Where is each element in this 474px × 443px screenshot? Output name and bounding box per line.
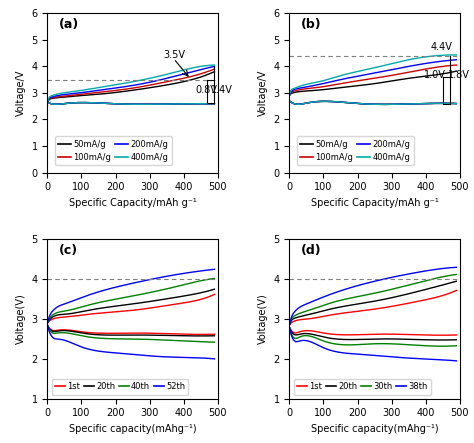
X-axis label: Specific capacity(mAhg⁻¹): Specific capacity(mAhg⁻¹) [311, 424, 438, 434]
X-axis label: Specific Capacity/mAh g⁻¹: Specific Capacity/mAh g⁻¹ [69, 198, 197, 208]
Legend: 50mA/g, 100mA/g, 200mA/g, 400mA/g: 50mA/g, 100mA/g, 200mA/g, 400mA/g [297, 136, 413, 165]
Text: 1.4V: 1.4V [211, 85, 233, 95]
Legend: 50mA/g, 100mA/g, 200mA/g, 400mA/g: 50mA/g, 100mA/g, 200mA/g, 400mA/g [55, 136, 172, 165]
Text: 1.0V: 1.0V [424, 70, 446, 80]
Text: 4.4V: 4.4V [431, 43, 453, 52]
Text: 1.8V: 1.8V [448, 70, 470, 80]
Legend: 1st, 20th, 40th, 52th: 1st, 20th, 40th, 52th [52, 379, 189, 395]
Text: 3.5V: 3.5V [163, 51, 185, 60]
X-axis label: Specific Capacity/mAh g⁻¹: Specific Capacity/mAh g⁻¹ [310, 198, 438, 208]
Text: (c): (c) [59, 244, 79, 257]
Y-axis label: Voltage/V: Voltage/V [16, 70, 26, 116]
Y-axis label: Voltage/V: Voltage/V [258, 70, 268, 116]
Y-axis label: Voltage(V): Voltage(V) [258, 294, 268, 345]
Text: 0.8V: 0.8V [196, 85, 218, 95]
Text: (d): (d) [301, 244, 322, 257]
Y-axis label: Voltage(V): Voltage(V) [16, 294, 26, 345]
Legend: 1st, 20th, 30th, 38th: 1st, 20th, 30th, 38th [293, 379, 431, 395]
X-axis label: Specific capacity(mAhg⁻¹): Specific capacity(mAhg⁻¹) [69, 424, 196, 434]
Text: (a): (a) [59, 18, 80, 31]
Text: (b): (b) [301, 18, 322, 31]
